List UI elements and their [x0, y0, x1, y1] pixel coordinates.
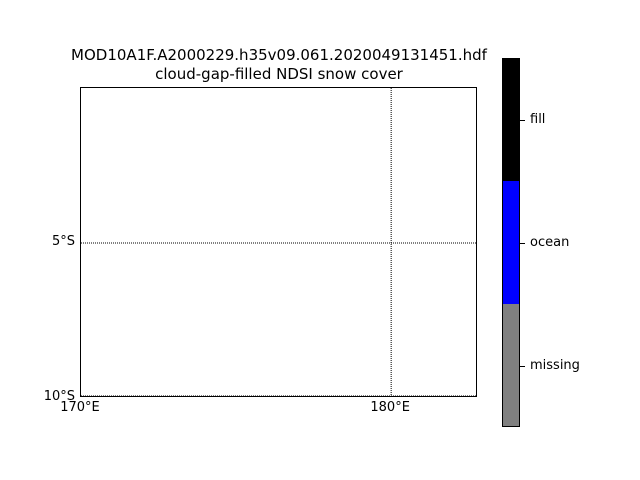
colorbar-label-fill: fill [530, 111, 546, 127]
graticule [81, 88, 476, 396]
colorbar-segment-fill [502, 58, 520, 181]
colorbar-label-missing: missing [530, 357, 580, 373]
colorbar-frame [502, 58, 520, 427]
colorbar-segment-ocean [502, 181, 520, 304]
colorbar-tick [520, 242, 525, 244]
colorbar-tick [520, 119, 525, 121]
x-tick-label: 170°E [60, 400, 100, 415]
chart-subtitle: cloud-gap-filled NDSI snow cover [155, 65, 403, 83]
y-tick-label: 5°S [51, 234, 75, 249]
colorbar-tick [520, 365, 525, 367]
x-tick-label: 180°E [370, 400, 410, 415]
chart-title: MOD10A1F.A2000229.h35v09.061.20200491314… [71, 46, 487, 64]
y-tick-label: 10°S [43, 389, 75, 404]
colorbar-segment-missing [502, 304, 520, 427]
map-panel [80, 87, 477, 397]
colorbar-label-ocean: ocean [530, 234, 570, 250]
